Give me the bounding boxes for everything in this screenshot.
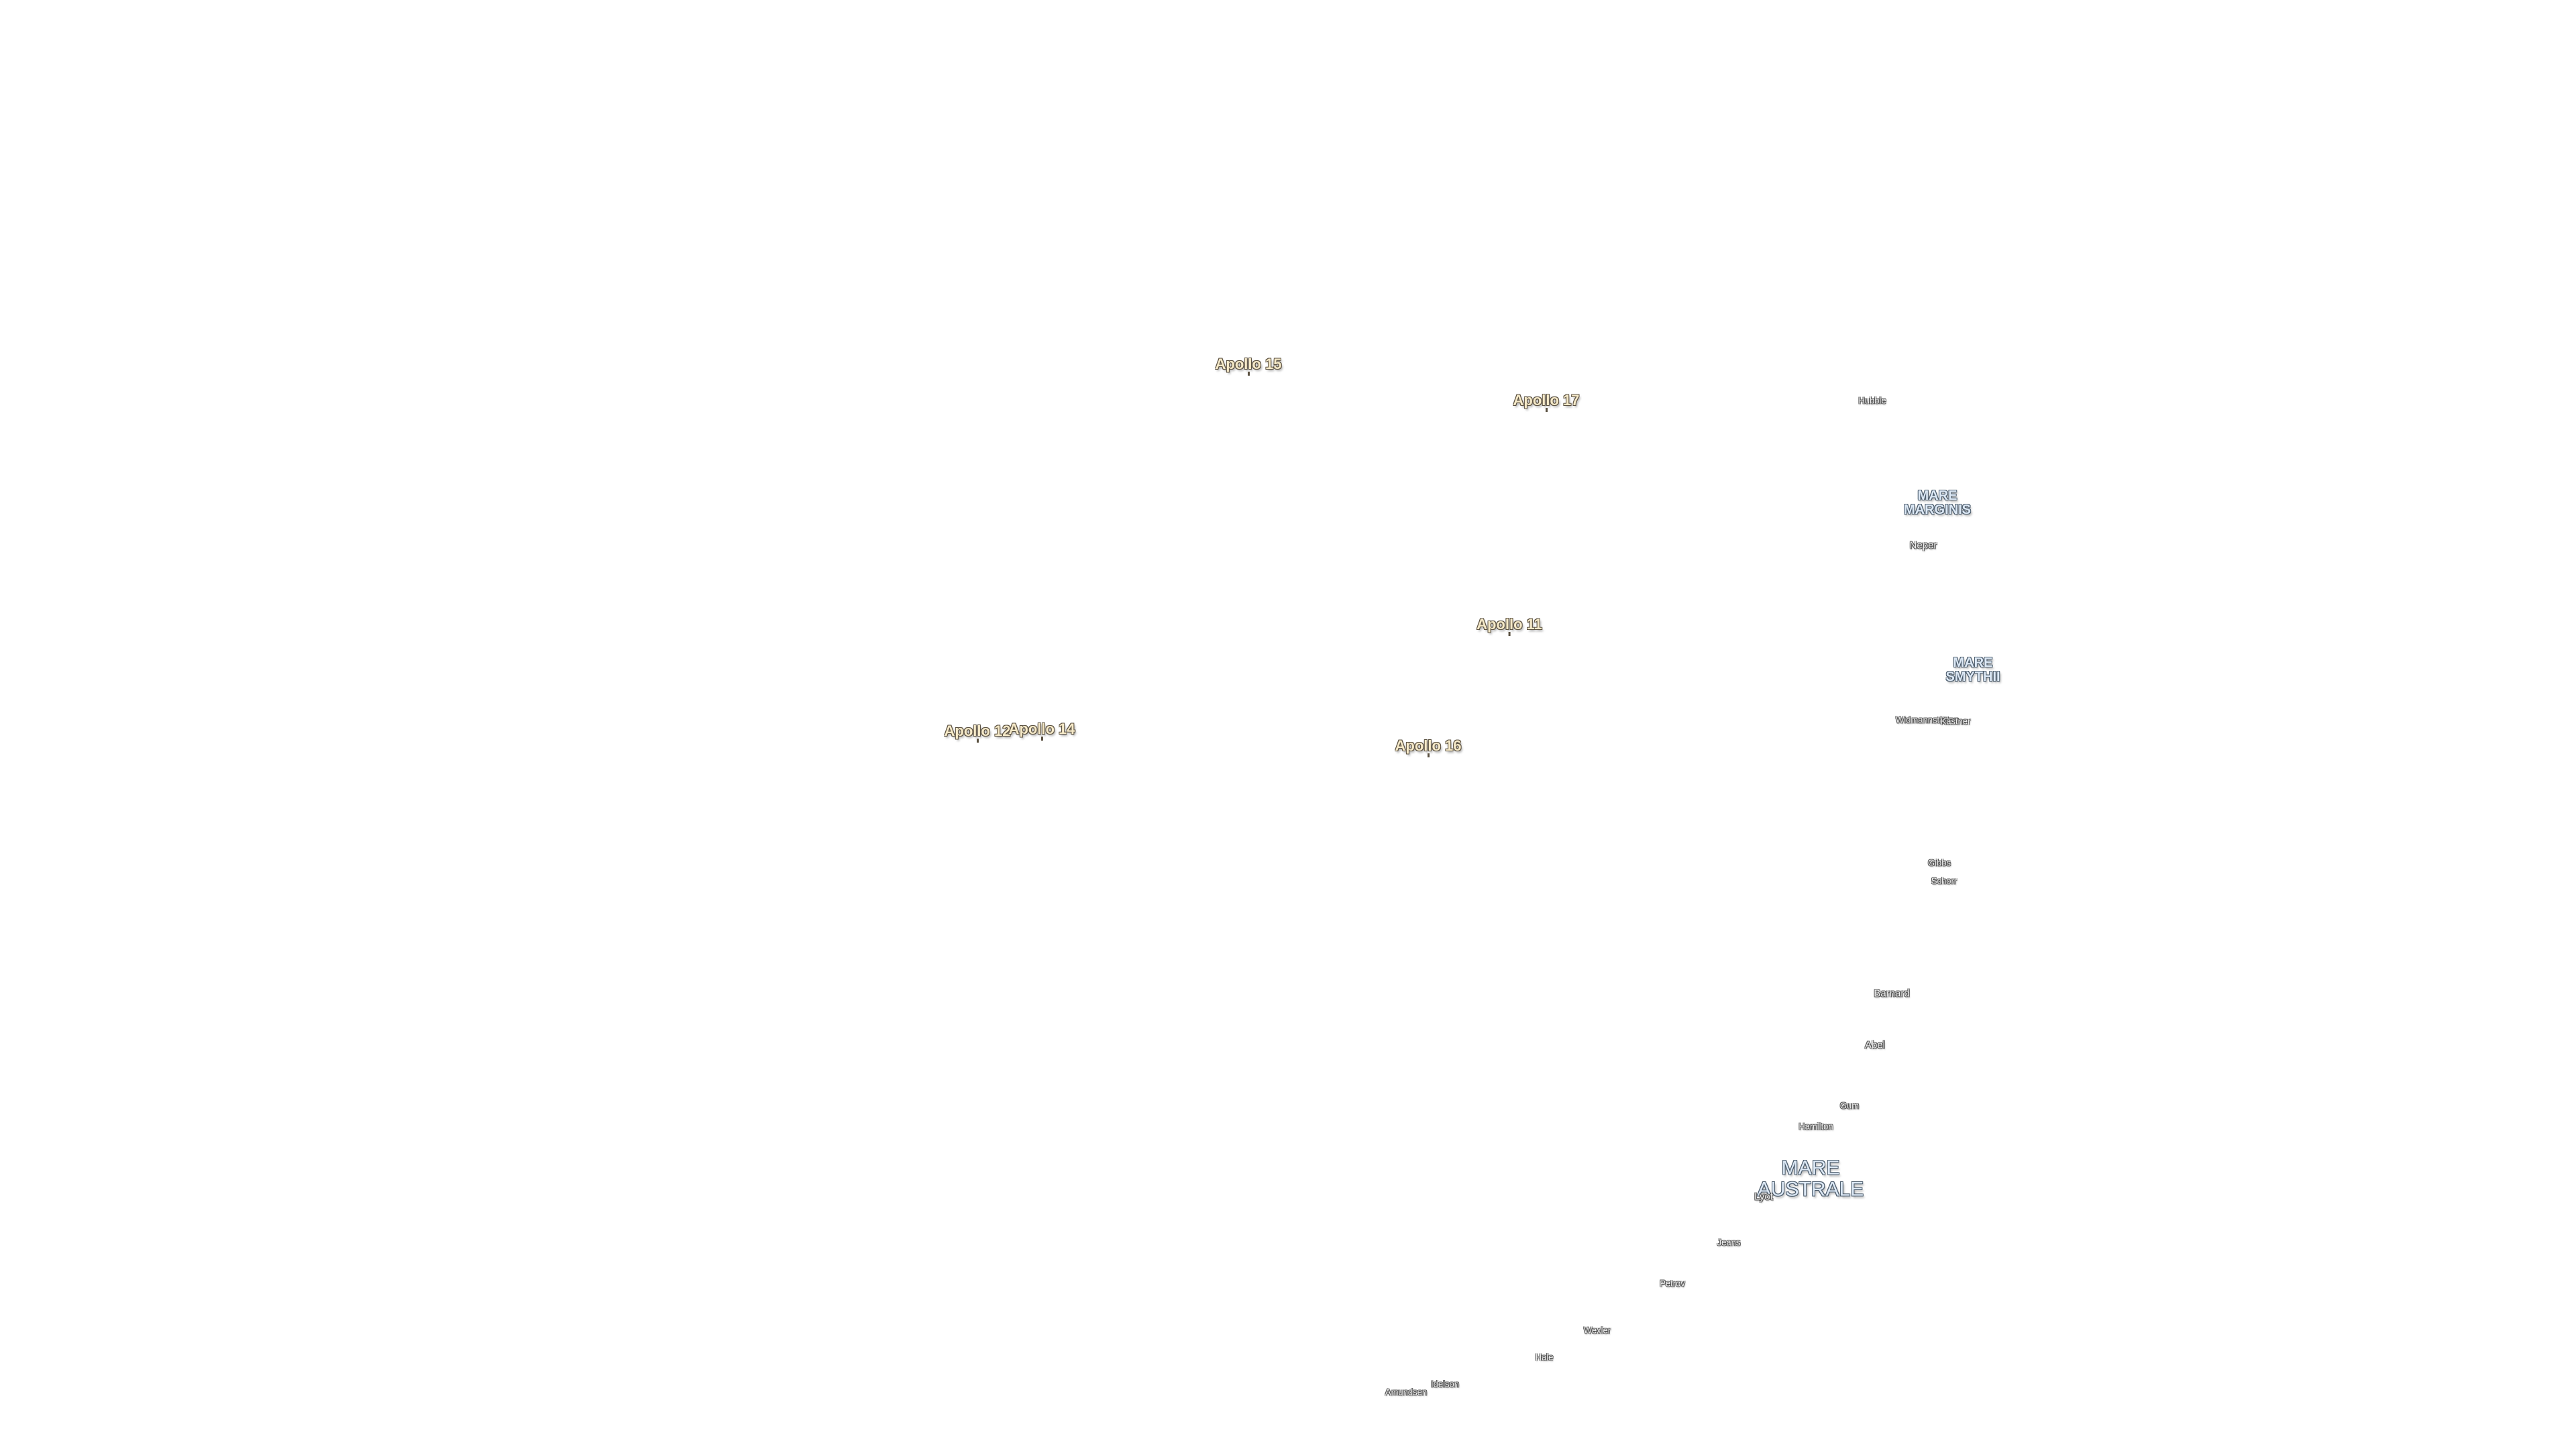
landing-marker-icon [1545,408,1548,412]
apollo-16-name: Apollo 16 [1395,737,1462,754]
crater-gibbs-label[interactable]: Gibbs [1928,857,1951,868]
landing-marker-icon [1040,737,1043,741]
apollo-15-name: Apollo 15 [1215,356,1282,372]
apollo-17-label[interactable]: Apollo 17 [1513,392,1580,412]
crater-widmannstatten-label[interactable]: Widmannstätten [1896,714,1959,725]
crater-hale-label[interactable]: Hale [1535,1352,1554,1362]
mare-australe-label[interactable]: MARE AUSTRALE [1757,1157,1864,1200]
crater-hamilton-label[interactable]: Hamilton [1799,1121,1833,1132]
crater-wexler-label[interactable]: Wexler [1583,1325,1611,1336]
apollo-14-label[interactable]: Apollo 14 [1008,720,1075,741]
apollo-11-label[interactable]: Apollo 11 [1477,616,1542,636]
landing-marker-icon [976,739,979,743]
apollo-11-name: Apollo 11 [1477,616,1542,633]
crater-amundsen-label[interactable]: Amundsen [1385,1387,1428,1397]
crater-neper-label[interactable]: Neper [1909,539,1937,551]
apollo-16-label[interactable]: Apollo 16 [1395,737,1462,757]
apollo-12-name: Apollo 12 [944,722,1011,739]
crater-idelson-label[interactable]: Idelson [1431,1379,1459,1389]
apollo-12-label[interactable]: Apollo 12 [944,722,1011,743]
landing-marker-icon [1247,372,1250,376]
crater-jeans-label[interactable]: Jeans [1717,1237,1741,1248]
crater-schorr-label[interactable]: Schorr [1931,875,1957,886]
crater-abel-label[interactable]: Abel [1864,1039,1886,1051]
crater-gum-label[interactable]: Gum [1839,1100,1860,1111]
crater-barnard-label[interactable]: Barnard [1874,987,1910,1000]
crater-hubble-label[interactable]: Hubble [1858,395,1886,406]
apollo-14-name: Apollo 14 [1008,720,1075,737]
apollo-15-label[interactable]: Apollo 15 [1215,356,1282,376]
apollo-17-name: Apollo 17 [1513,392,1580,409]
crater-kastner-label[interactable]: Kästner [1940,716,1971,727]
mare-marginis-label[interactable]: MARE MARGINIS [1904,488,1971,517]
crater-lyot-label[interactable]: Lyot [1754,1191,1773,1203]
crater-petrov-label[interactable]: Petrov [1660,1278,1685,1289]
landing-marker-icon [1427,753,1430,757]
mare-smythii-label[interactable]: MARE SMYTHII [1945,655,2000,684]
landing-marker-icon [1508,632,1511,636]
